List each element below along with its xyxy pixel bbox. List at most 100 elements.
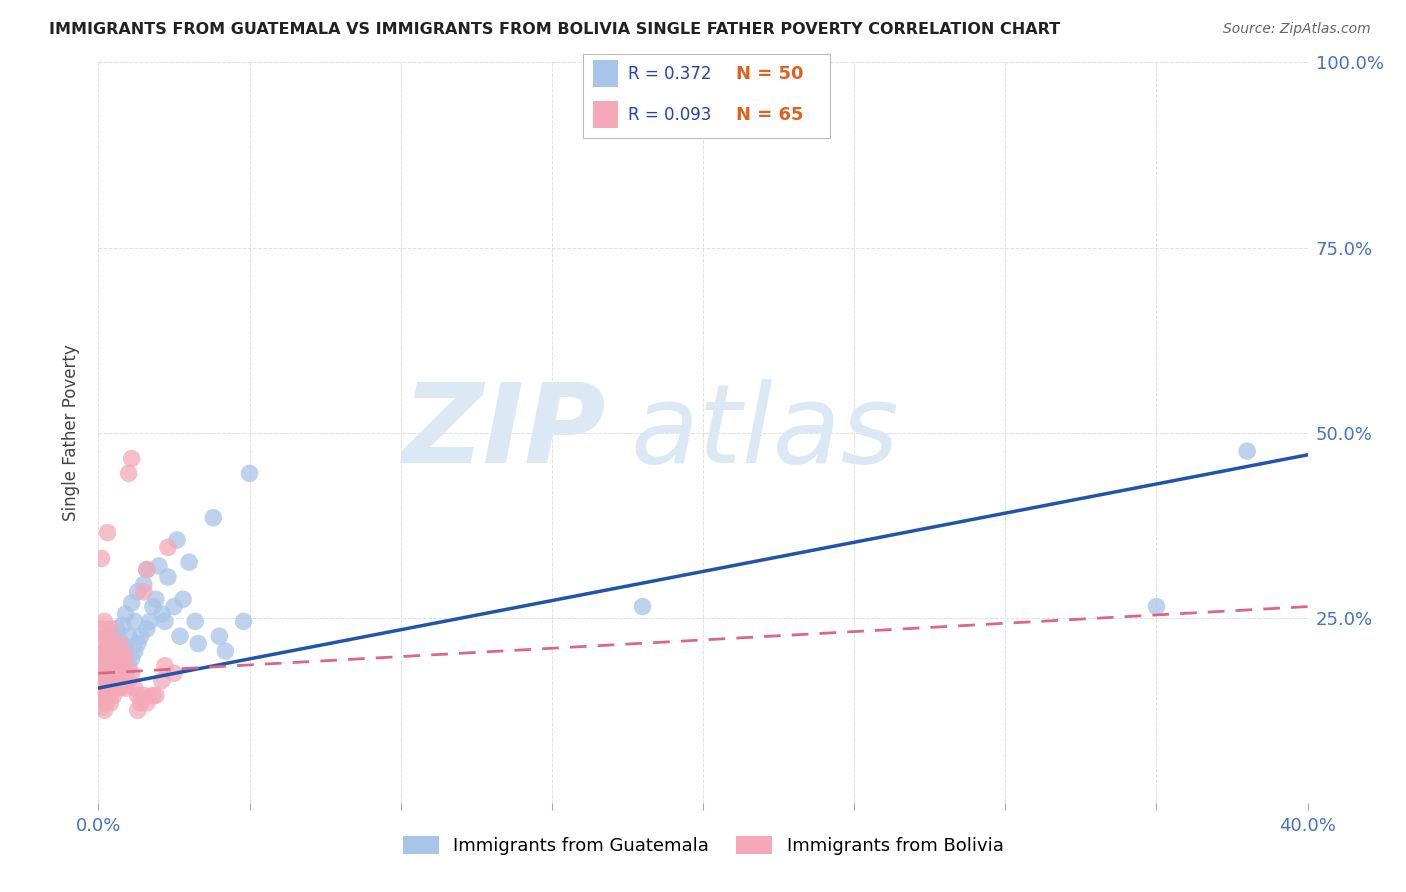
- Point: [202, 510, 225, 524]
- Point: [108, 681, 131, 695]
- Point: [96, 525, 118, 540]
- Point: [96, 673, 118, 688]
- Point: [163, 666, 186, 681]
- Point: [111, 658, 134, 673]
- Point: [100, 666, 122, 681]
- Point: [105, 666, 128, 681]
- Point: [118, 673, 141, 688]
- Point: [103, 637, 125, 651]
- Point: [132, 584, 155, 599]
- Point: [150, 607, 173, 621]
- Point: [118, 629, 141, 643]
- Point: [132, 577, 155, 591]
- Point: [108, 637, 131, 651]
- Point: [90, 622, 112, 636]
- Point: [100, 651, 122, 665]
- Point: [100, 629, 122, 643]
- Point: [129, 629, 152, 643]
- Point: [100, 651, 122, 665]
- Point: [153, 615, 176, 629]
- Point: [105, 648, 128, 662]
- Y-axis label: Single Father Poverty: Single Father Poverty: [62, 344, 80, 521]
- Point: [90, 551, 112, 566]
- Point: [90, 666, 112, 681]
- Bar: [593, 61, 619, 87]
- Point: [127, 689, 149, 703]
- Point: [93, 655, 115, 669]
- Point: [105, 681, 128, 695]
- Point: [114, 607, 136, 621]
- Point: [91, 692, 114, 706]
- Point: [121, 666, 143, 681]
- Point: [1236, 444, 1258, 458]
- Point: [184, 615, 207, 629]
- Point: [631, 599, 654, 614]
- Point: [163, 599, 186, 614]
- Point: [103, 689, 125, 703]
- Point: [103, 644, 125, 658]
- Point: [129, 696, 152, 710]
- Point: [91, 673, 114, 688]
- Point: [208, 629, 231, 643]
- Point: [124, 681, 146, 695]
- Point: [103, 673, 125, 688]
- Point: [90, 673, 112, 688]
- Text: R = 0.372: R = 0.372: [627, 65, 711, 83]
- Point: [111, 673, 134, 688]
- Point: [172, 592, 194, 607]
- Point: [93, 703, 115, 717]
- Point: [90, 681, 112, 695]
- Point: [93, 673, 115, 688]
- Point: [139, 615, 162, 629]
- Point: [114, 640, 136, 655]
- Point: [150, 673, 173, 688]
- Point: [121, 651, 143, 665]
- Point: [214, 644, 236, 658]
- Point: [89, 681, 111, 695]
- Point: [127, 637, 149, 651]
- Point: [135, 622, 157, 636]
- Text: IMMIGRANTS FROM GUATEMALA VS IMMIGRANTS FROM BOLIVIA SINGLE FATHER POVERTY CORRE: IMMIGRANTS FROM GUATEMALA VS IMMIGRANTS …: [49, 22, 1060, 37]
- Point: [96, 666, 118, 681]
- Point: [100, 696, 122, 710]
- Point: [132, 689, 155, 703]
- Point: [135, 563, 157, 577]
- Point: [108, 632, 131, 647]
- Point: [103, 658, 125, 673]
- Legend: Immigrants from Guatemala, Immigrants from Bolivia: Immigrants from Guatemala, Immigrants fr…: [396, 830, 1010, 861]
- Point: [239, 467, 262, 481]
- Point: [179, 555, 201, 569]
- Text: N = 65: N = 65: [737, 105, 804, 123]
- Point: [105, 622, 128, 636]
- Point: [148, 558, 170, 573]
- Point: [100, 681, 122, 695]
- Point: [145, 592, 167, 607]
- Point: [108, 658, 131, 673]
- Point: [90, 699, 112, 714]
- Point: [105, 651, 128, 665]
- Point: [142, 599, 165, 614]
- Point: [187, 637, 209, 651]
- Point: [135, 563, 157, 577]
- Point: [96, 640, 118, 655]
- Text: N = 50: N = 50: [737, 65, 804, 83]
- Point: [108, 651, 131, 665]
- Point: [96, 644, 118, 658]
- Point: [108, 666, 131, 681]
- Point: [90, 651, 112, 665]
- Point: [1144, 599, 1167, 614]
- Point: [111, 644, 134, 658]
- Point: [96, 689, 118, 703]
- Point: [118, 658, 141, 673]
- Point: [96, 629, 118, 643]
- Point: [114, 681, 136, 695]
- Point: [121, 451, 143, 466]
- Point: [93, 644, 115, 658]
- Point: [114, 666, 136, 681]
- Text: Source: ZipAtlas.com: Source: ZipAtlas.com: [1223, 22, 1371, 37]
- Point: [156, 570, 179, 584]
- Point: [127, 584, 149, 599]
- Point: [166, 533, 188, 547]
- Point: [156, 541, 179, 555]
- Point: [90, 637, 112, 651]
